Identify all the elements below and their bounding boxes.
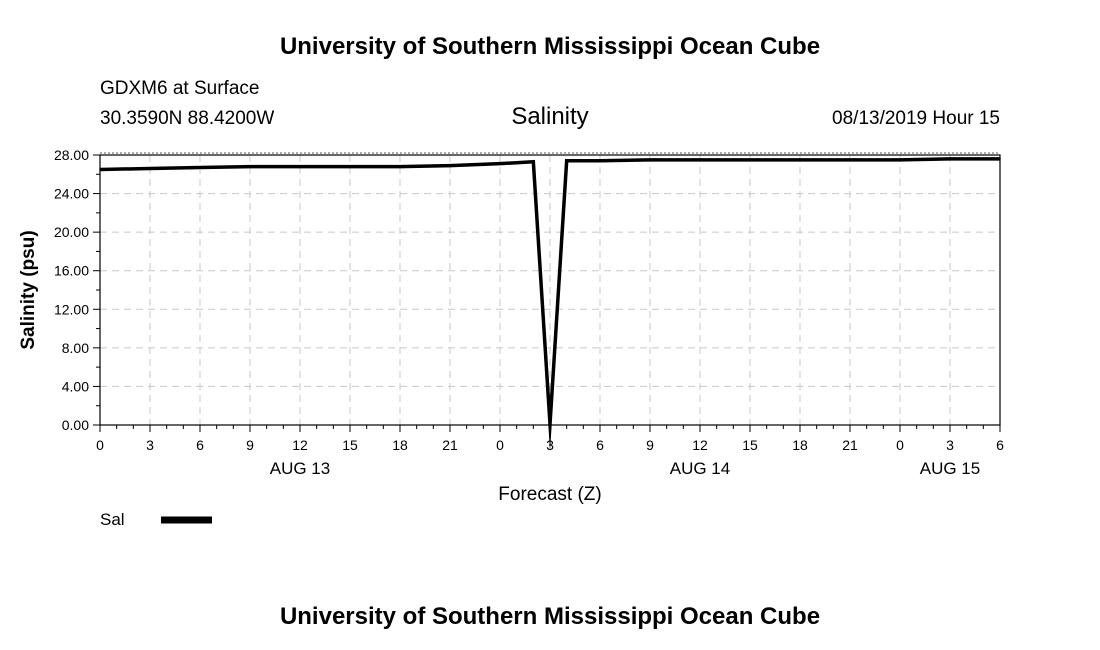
data-point [949,158,951,160]
data-point [249,165,251,168]
datetime-label: 08/13/2019 Hour 15 [832,108,1000,129]
x-day-label: AUG 14 [670,459,730,478]
y-tick-label: 12.00 [54,301,89,317]
y-tick-label: 20.00 [54,224,89,240]
data-point [399,165,401,168]
x-tick-label: 15 [342,437,358,453]
x-tick-label: 6 [196,437,204,453]
x-tick-label: 6 [996,437,1004,453]
data-point [299,165,301,168]
x-tick-label: 0 [496,437,504,453]
data-point [599,159,601,162]
y-tick-label: 8.00 [62,340,89,356]
data-point [449,164,451,167]
x-tick-label: 12 [292,437,308,453]
x-tick-label: 0 [896,437,904,453]
data-point [199,166,201,169]
x-tick-label: 6 [596,437,604,453]
y-tick-label: 16.00 [54,263,89,279]
y-tick-label: 24.00 [54,186,89,202]
data-point [149,167,151,170]
y-axis-label: Salinity (psu) [18,230,39,349]
x-day-label: AUG 15 [920,459,980,478]
y-tick-label: 4.00 [62,378,89,394]
data-point [799,159,801,161]
station-label: GDXM6 at Surface [100,78,259,99]
x-tick-label: 18 [792,437,808,453]
x-axis-label: Forecast (Z) [498,484,601,505]
x-tick-label: 15 [742,437,758,453]
data-point [699,159,701,161]
x-tick-label: 12 [692,437,708,453]
x-tick-label: 9 [246,437,254,453]
x-tick-label: 21 [842,437,858,453]
axis-layer: 0.00 4.00 8.00 12.00 16.00 20.00 24.00 28.00 0 3 6… [54,147,1004,478]
data-point [649,159,651,161]
plot-frame [99,154,1001,426]
x-tick-label: 3 [946,437,954,453]
data-point [749,159,751,161]
footer-title: University of Southern Mississippi Ocean… [280,603,820,630]
data-point [565,159,568,162]
x-day-label: AUG 13 [270,459,330,478]
data-point [499,162,501,165]
coords-label: 30.3590N 88.4200W [100,108,274,129]
x-tick-label: 18 [392,437,408,453]
legend-label: Sal [100,510,125,529]
header-title: University of Southern Mississippi Ocean… [280,33,820,60]
data-point [849,159,851,161]
y-tick-label: 0.00 [62,417,89,433]
data-point [899,159,901,161]
data-point [532,160,535,163]
y-tick-label: 28.00 [54,147,89,163]
x-tick-label: 21 [442,437,458,453]
x-tick-label: 0 [96,437,104,453]
grid-layer [100,152,1000,425]
chart-title: Salinity [511,103,588,130]
x-tick-label: 3 [146,437,154,453]
data-point [349,165,351,168]
x-tick-label: 9 [646,437,654,453]
